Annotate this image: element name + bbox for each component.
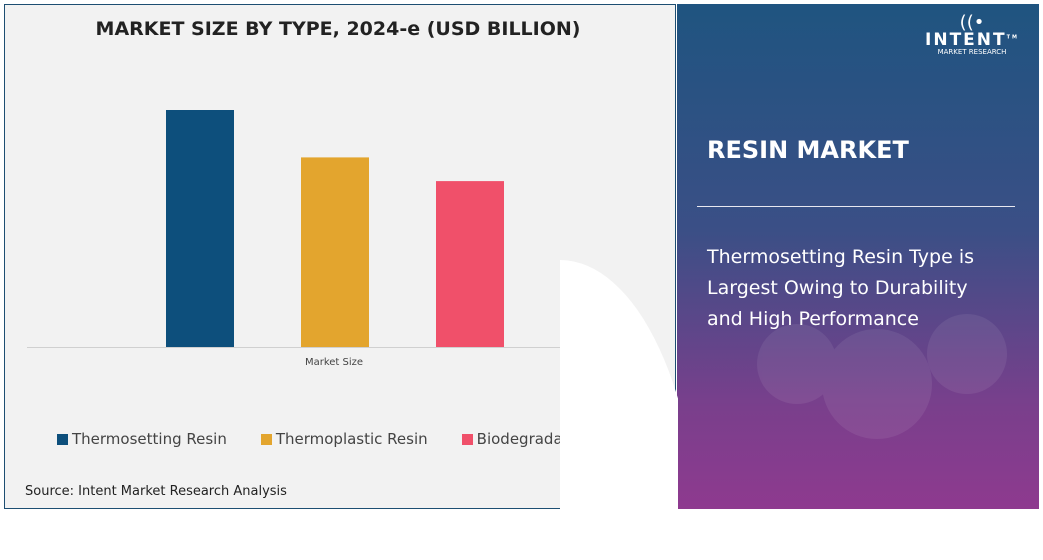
legend-label: Thermoplastic Resin bbox=[275, 430, 428, 448]
source-note: Source: Intent Market Research Analysis bbox=[25, 484, 287, 499]
legend-label: Biodegradable Resin bbox=[476, 430, 631, 448]
signal-icon: ((• bbox=[959, 12, 985, 33]
legend: Thermosetting Resin Thermoplastic Resin … bbox=[57, 430, 665, 448]
brand-logo: ((• INTENTTM MARKET RESEARCH bbox=[925, 12, 1019, 57]
market-title: RESIN MARKET bbox=[707, 136, 909, 164]
legend-swatch bbox=[260, 433, 272, 445]
legend-item-thermosetting: Thermosetting Resin bbox=[57, 430, 227, 448]
legend-swatch bbox=[57, 433, 68, 445]
bar-biodegradable-resin bbox=[436, 181, 504, 347]
info-panel: ((• INTENTTM MARKET RESEARCH RESIN MARKE… bbox=[677, 4, 1039, 509]
chart-title: MARKET SIZE BY TYPE, 2024-e (USD BILLION… bbox=[95, 18, 581, 40]
legend-swatch bbox=[461, 433, 473, 445]
bar-chart bbox=[27, 110, 643, 348]
legend-label: Thermosetting Resin bbox=[72, 430, 227, 448]
panel-curve-decoration bbox=[757, 314, 1007, 439]
x-axis-label: Market Size bbox=[304, 357, 364, 368]
legend-item-thermoplastic: Thermoplastic Resin bbox=[260, 430, 428, 448]
divider bbox=[697, 206, 1015, 207]
bar-thermosetting-resin bbox=[166, 110, 234, 347]
headline-text: Thermosetting Resin Type is Largest Owin… bbox=[707, 246, 975, 330]
bar-thermoplastic-resin bbox=[301, 157, 369, 347]
legend-item-biodegradable: Biodegradable Resin bbox=[461, 430, 631, 448]
